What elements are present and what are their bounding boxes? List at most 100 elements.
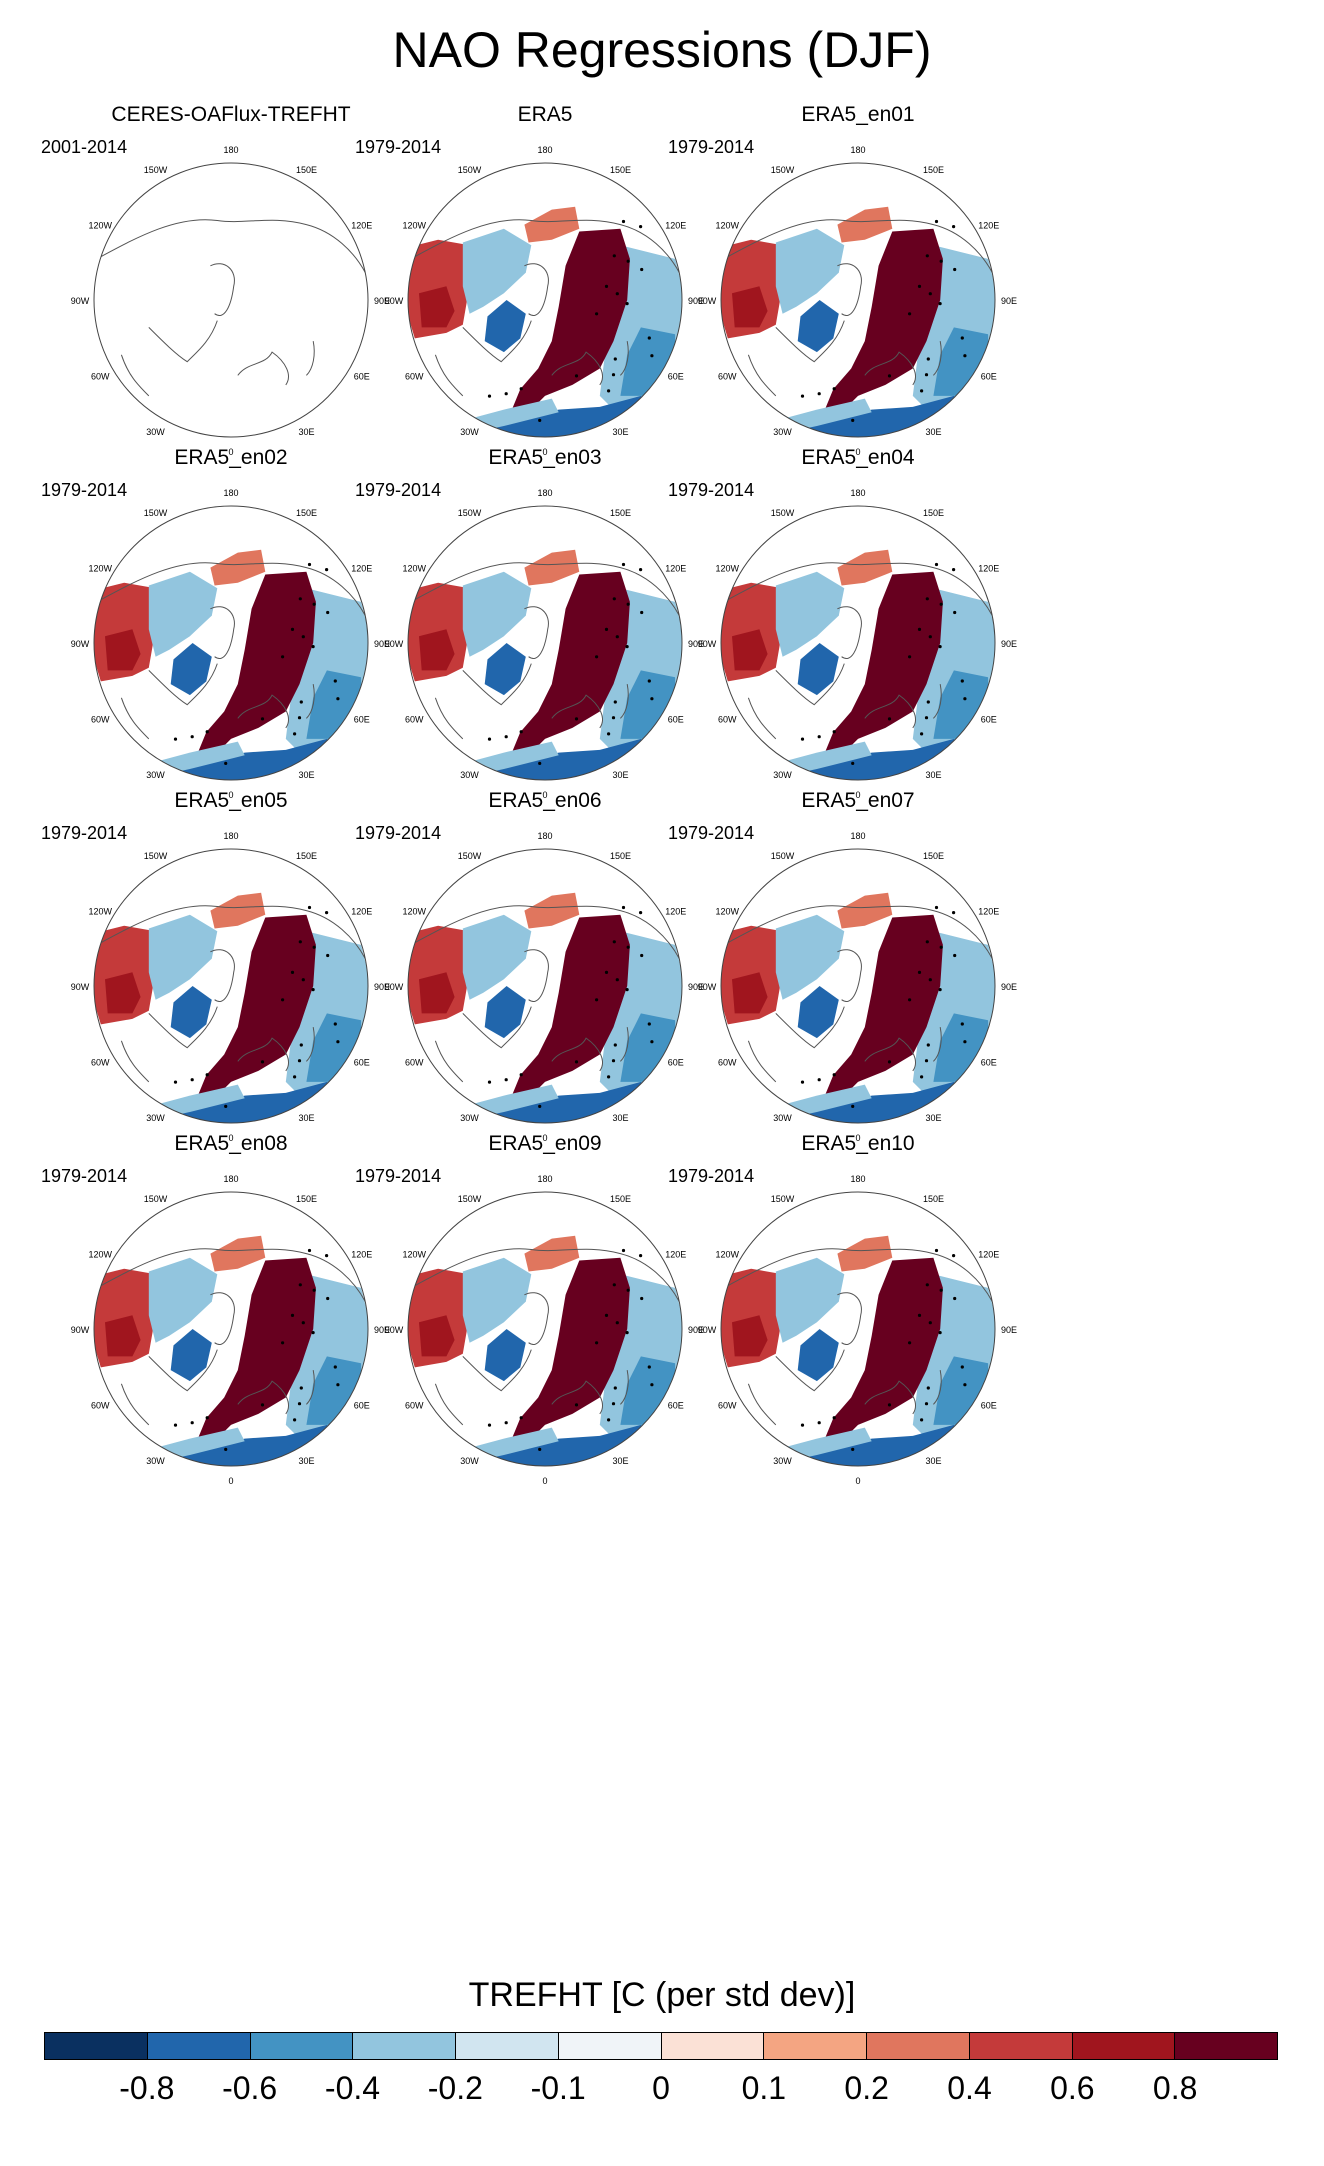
significance-dot — [224, 1104, 228, 1108]
longitude-label: 90E — [1001, 982, 1017, 992]
significance-dot — [939, 1288, 943, 1292]
longitude-label: 150W — [144, 508, 168, 518]
longitude-label: 30E — [925, 427, 941, 437]
coastline — [551, 694, 603, 729]
longitude-label: 0 — [228, 447, 233, 457]
significance-dot — [298, 940, 302, 944]
significance-dot — [639, 911, 643, 915]
significance-dot — [938, 1331, 942, 1335]
map-field — [94, 892, 368, 1123]
significance-dot — [487, 1080, 492, 1084]
coastline — [551, 351, 603, 386]
longitude-label: 30E — [925, 770, 941, 780]
significance-dot — [938, 988, 942, 992]
significance-dot — [928, 1321, 932, 1325]
longitude-label: 150W — [458, 851, 482, 861]
anomaly-labrador-cold — [170, 1329, 212, 1382]
coastline — [237, 1380, 289, 1415]
longitude-label: 180 — [537, 831, 552, 841]
coastline — [723, 219, 993, 273]
map-field — [721, 206, 995, 437]
map-boundary — [720, 162, 996, 438]
longitude-label: 60W — [405, 715, 424, 725]
significance-dot — [604, 284, 609, 288]
colorbar-labels: -0.8 -0.6 -0.4 -0.2 -0.1 0 0.1 0.2 0.4 0.6 0.8 — [0, 2068, 1324, 2112]
coastline — [434, 1383, 464, 1426]
longitude-label: 90E — [688, 296, 704, 306]
map-panel: ERA5_en05 1979-2014 180 150E 120E 90E 60E 30E 0 3… — [31, 789, 431, 1229]
significance-dot — [615, 635, 619, 639]
anomaly-north-america-core — [105, 629, 141, 671]
anomaly-alaska-warm — [524, 206, 580, 243]
colorbar-tick-label: 0.2 — [844, 2070, 889, 2106]
anomaly-canada-cold — [462, 228, 532, 314]
significance-dot — [519, 730, 523, 734]
map-panel: ERA5 1979-2014 180 150E 120E 90E 60E 30E 0 30W 60W… — [345, 103, 745, 543]
anomaly-north-america-core — [732, 972, 768, 1014]
significance-dot — [952, 911, 956, 915]
significance-dot — [307, 562, 312, 567]
longitude-label: 90W — [71, 982, 90, 992]
polar-map: 180 150E 120E 90E 60E 30E 0 30W 60W 90W 120W 150W — [385, 1174, 704, 1486]
significance-dot — [519, 1073, 523, 1077]
colorbar-title: TREFHT [C (per std dev)] — [468, 1976, 856, 2014]
coastline — [410, 1248, 680, 1302]
panel-title: ERA5_en04 — [801, 446, 915, 469]
significance-dot — [963, 697, 967, 701]
significance-dot — [926, 700, 930, 704]
longitude-label: 120E — [351, 564, 372, 574]
longitude-label: 90E — [374, 296, 390, 306]
longitude-label: 90W — [385, 639, 404, 649]
significance-dot — [574, 374, 579, 378]
significance-dot — [926, 1386, 930, 1390]
longitude-label: 90W — [71, 1325, 90, 1335]
significance-dot — [336, 1383, 340, 1387]
colorbar-tick-label: 0 — [652, 2070, 670, 2106]
anomaly-north-america-core — [419, 1315, 455, 1357]
map-field — [721, 549, 995, 780]
significance-dot — [487, 394, 492, 398]
panel-title: ERA5_en06 — [488, 789, 602, 812]
significance-dot — [260, 1060, 265, 1064]
anomaly-alaska-warm — [837, 206, 893, 243]
longitude-label: 90E — [374, 982, 390, 992]
significance-dot — [952, 1254, 956, 1258]
significance-dot — [307, 1248, 312, 1253]
coastline — [524, 1292, 549, 1345]
longitude-label: 30E — [612, 1113, 628, 1123]
map-panel: CERES-OAFlux-TREFHT 2001-2014 180 150E 120E 9… — [31, 103, 431, 543]
significance-dot — [925, 940, 929, 944]
coastline — [120, 1040, 150, 1083]
colorbar-swatch — [764, 2033, 867, 2059]
significance-dot — [626, 259, 630, 263]
colorbar — [44, 2032, 1278, 2060]
map-panel: ERA5_en10 1979-2014 180 150E 120E 90E 60E 30E 0 3… — [658, 1132, 1058, 1572]
significance-dot — [299, 1386, 303, 1390]
significance-dot — [325, 568, 329, 572]
panel-period: 1979-2014 — [355, 480, 442, 500]
longitude-label: 180 — [850, 145, 865, 155]
map-field — [96, 219, 366, 397]
longitude-label: 0 — [855, 1476, 860, 1486]
significance-dot — [817, 392, 821, 396]
significance-dot — [290, 627, 295, 631]
significance-dot — [639, 225, 643, 229]
significance-dot — [621, 562, 626, 567]
longitude-label: 90W — [698, 639, 717, 649]
coastline — [148, 1006, 218, 1049]
longitude-label: 30E — [298, 427, 314, 437]
coastline — [620, 684, 629, 719]
significance-dot — [851, 1104, 855, 1108]
coastline — [120, 697, 150, 740]
colorbar-swatch — [1072, 2033, 1176, 2059]
significance-dot — [538, 761, 542, 765]
map-panel: ERA5_en06 1979-2014 180 150E 120E 90E 60E 30E 0 3… — [345, 789, 745, 1229]
significance-dot — [650, 1383, 654, 1387]
longitude-label: 60E — [981, 1058, 997, 1068]
significance-dot — [920, 1075, 924, 1079]
significance-dot — [832, 1416, 836, 1420]
significance-dot — [650, 697, 654, 701]
polar-map: 180 150E 120E 90E 60E 30E 0 30W 60W 90W 120W 150W — [71, 145, 390, 457]
longitude-label: 0 — [855, 790, 860, 800]
anomaly-labrador-cold — [797, 300, 839, 353]
